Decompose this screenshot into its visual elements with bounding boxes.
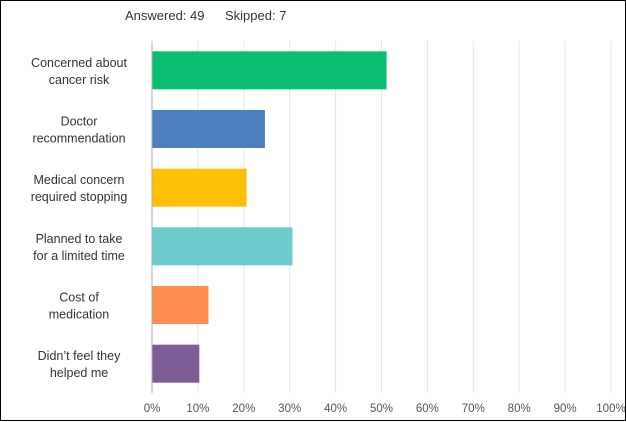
category-label: Doctor recommendation (32, 115, 125, 146)
x-tick-label: 80% (508, 403, 531, 415)
skipped-count: Skipped: 7 (225, 8, 286, 23)
x-tick-label: 50% (370, 403, 393, 415)
x-tick-labels: 0% 10% 20% 30% 40% 50% 60% 70% 80% 90% 100% (144, 403, 626, 415)
answered-count: Answered: 49 (125, 8, 205, 23)
bar-3 (152, 227, 293, 266)
gridlines (197, 41, 612, 393)
bars (152, 51, 387, 383)
x-tick-label: 60% (416, 403, 439, 415)
category-label: Concerned about cancer risk (31, 56, 127, 87)
x-tick-label: 30% (278, 403, 301, 415)
category-label: Planned to take for a limited time (33, 232, 125, 263)
x-tick-label: 10% (186, 403, 209, 415)
x-tick-label: 70% (462, 403, 485, 415)
bar-5 (152, 344, 200, 383)
x-tick-label: 40% (324, 403, 347, 415)
x-tick-label: 20% (232, 403, 255, 415)
category-label: Cost of medication (49, 291, 109, 322)
category-label: Didn’t feel they helped me (38, 349, 121, 380)
x-tick-label: 90% (554, 403, 577, 415)
x-tick-label: 0% (144, 403, 161, 415)
bar-4 (152, 286, 209, 324)
x-tick-label: 100% (596, 403, 625, 415)
category-labels: Concerned about cancer risk Doctor recommen… (31, 56, 128, 380)
bar-1 (152, 110, 265, 148)
category-label: Medical concern required stopping (31, 173, 128, 204)
bar-0 (152, 51, 387, 90)
bar-2 (152, 168, 247, 207)
